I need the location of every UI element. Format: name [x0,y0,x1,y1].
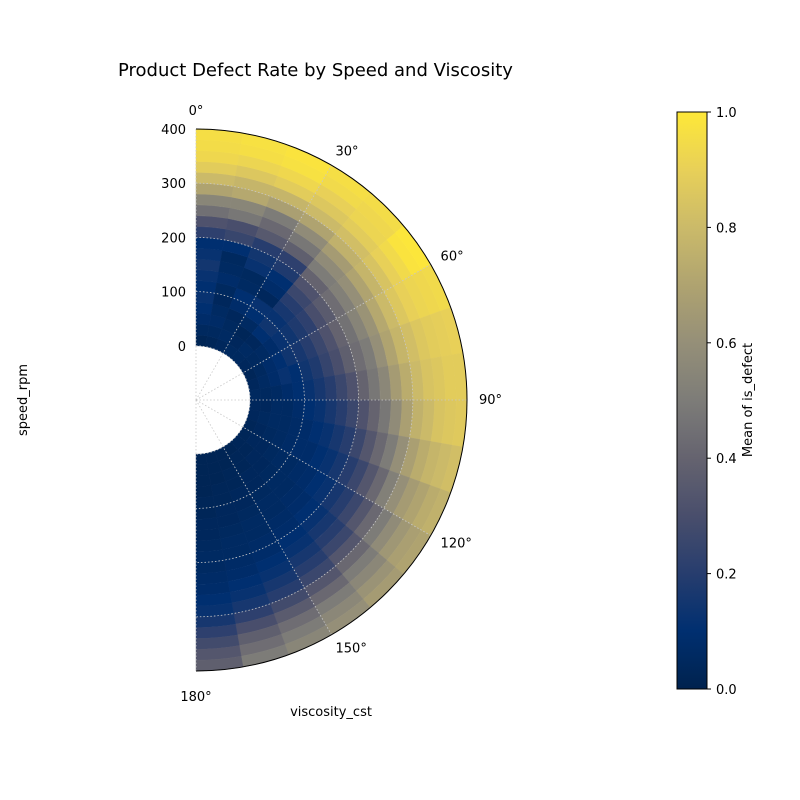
theta-tick-label: 180° [180,690,211,705]
heatmap-cell [323,375,338,401]
heatmap-cell [313,399,327,423]
r-grid-circle [195,182,414,618]
heatmap-cell [195,313,212,326]
colorbar-tick-label: 0.0 [716,683,737,698]
heatmap-cell [334,399,348,427]
heatmap-cell [195,280,217,294]
colorbar [676,111,708,690]
heatmap-cell [302,399,316,421]
r-tick-label: 100 [161,286,186,301]
heatmap-cell [281,399,294,418]
r-grid-circle [195,345,251,455]
heatmap-cell [281,382,294,401]
r-tick-label: 400 [161,123,186,138]
heatmap-cell [259,399,273,414]
r-tick-labels: 0 100 200 300 400 [161,123,186,355]
heatmap-cell [195,248,223,262]
colorbar-ticks: 0.0 0.2 0.4 0.6 0.8 1.0 [707,106,737,698]
heatmap-cell [195,463,210,477]
theta-tick-label: 30° [336,144,359,159]
heatmap-cell [195,517,219,531]
heatmap-cell [323,399,338,425]
heatmap-cell [195,302,214,315]
heatmap-cell [195,323,210,337]
colorbar-tick-label: 0.6 [716,337,737,352]
r-tick-label: 0 [178,340,186,355]
r-tick-label: 300 [161,177,186,192]
theta-tick-label: 90° [479,393,502,408]
theta-tick-label: 150° [336,642,367,657]
r-tick-label: 200 [161,231,186,246]
heatmap-cell [195,527,221,542]
theta-tick-label: 60° [441,250,464,265]
heatmap-cell [195,453,208,466]
heatmap-cell [195,258,221,273]
heatmap-cell [195,269,219,283]
r-grid-circle [195,237,359,563]
heatmap-cell [259,386,273,401]
colorbar-tick-label: 1.0 [716,106,737,121]
heatmap-cell [270,399,283,416]
heatmap-cell [195,495,216,509]
heatmap-cell [270,384,283,401]
heatmap-cell [195,291,216,305]
heatmap-cell [291,380,305,401]
heatmap-cell [302,379,316,401]
polar-frame [195,128,468,672]
x-axis-label: viscosity_cst [290,705,372,720]
heatmap-cell [334,373,348,401]
theta-tick-label: 0° [189,104,204,119]
y-axis-label: speed_rpm [16,364,31,436]
colorbar-label: Mean of is_defect [741,343,756,457]
heatmap-cells [195,128,468,672]
heatmap-cell [313,377,327,401]
heatmap-cell [249,388,262,401]
heatmap-cell [195,485,214,498]
theta-tick-labels: 0° 30° 60° 90° 120° 150° 180° [180,104,502,705]
colorbar-tick-label: 0.2 [716,568,737,583]
chart-title: Product Defect Rate by Speed and Viscosi… [118,60,513,81]
colorbar-tick-label: 0.4 [716,452,737,467]
heatmap-cell [195,474,212,487]
colorbar-tick-label: 0.8 [716,221,737,236]
theta-tick-label: 120° [441,537,472,552]
heatmap-cell [291,399,305,420]
heatmap-cell [195,538,223,552]
center-hole [196,372,224,428]
